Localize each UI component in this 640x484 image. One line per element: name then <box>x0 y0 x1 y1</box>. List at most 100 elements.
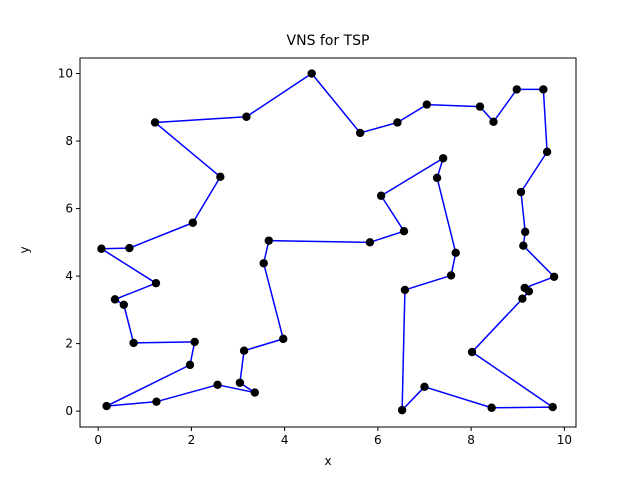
city-point <box>539 85 548 94</box>
tour-segment <box>369 230 405 244</box>
city-point <box>125 243 134 253</box>
city-point <box>213 380 222 389</box>
tour-segment <box>359 121 398 134</box>
chart-title: VNS for TSP <box>286 33 370 49</box>
y-axis-label: y <box>17 246 32 254</box>
city-point <box>475 102 485 111</box>
city-point <box>451 248 460 257</box>
tour-segment <box>471 351 554 408</box>
plot-frame <box>79 57 577 428</box>
tour-segment <box>492 88 518 123</box>
tour-segment <box>217 384 255 394</box>
city-point <box>520 227 530 237</box>
city-point <box>393 118 402 127</box>
city-point <box>489 117 498 127</box>
city-point <box>185 360 195 370</box>
city-point <box>549 272 559 281</box>
tour-segment <box>520 151 548 193</box>
tour-segment <box>101 248 157 284</box>
tour-segment <box>243 338 284 352</box>
y-tick-label: 10 <box>58 67 73 81</box>
tour-segment <box>239 350 245 383</box>
tour-segment <box>522 245 555 278</box>
city-point <box>438 154 448 163</box>
tour-segment <box>123 304 135 344</box>
city-point <box>239 346 249 355</box>
y-tick-label: 6 <box>65 202 73 216</box>
city-point <box>487 403 496 412</box>
tour-segment <box>404 274 452 291</box>
city-point <box>307 69 316 78</box>
city-point <box>150 118 160 127</box>
tour-segment <box>129 222 194 249</box>
city-point <box>151 278 161 288</box>
city-point <box>235 378 245 387</box>
tour-segment <box>426 103 480 108</box>
city-point <box>259 259 268 268</box>
x-tick-label: 4 <box>281 433 289 447</box>
city-point <box>420 382 429 392</box>
city-point <box>397 405 407 415</box>
city-point <box>516 187 526 197</box>
city-point <box>110 295 120 304</box>
city-point <box>446 271 456 280</box>
tour-segment <box>154 121 221 178</box>
tour-segment <box>101 247 130 250</box>
city-point <box>432 173 442 183</box>
city-point <box>524 287 534 296</box>
y-tick-label: 2 <box>65 337 73 351</box>
tour-segment <box>246 72 313 118</box>
tour-segment <box>106 400 157 407</box>
city-point <box>365 238 375 247</box>
x-tick-label: 6 <box>374 433 382 447</box>
city-point <box>190 337 199 347</box>
city-point <box>548 402 557 412</box>
city-point <box>376 191 386 200</box>
y-tick-label: 0 <box>65 404 73 418</box>
x-axis-label: x <box>324 454 332 468</box>
x-tick-label: 0 <box>94 433 102 447</box>
city-point <box>519 241 528 250</box>
tour-segment <box>114 282 157 301</box>
city-point <box>129 338 138 348</box>
city-point <box>355 128 365 138</box>
tour-segment <box>424 386 492 409</box>
city-point <box>422 100 432 109</box>
tour-segment <box>268 239 370 244</box>
city-point <box>542 147 552 157</box>
tour-segment <box>436 177 457 253</box>
city-point <box>467 347 477 357</box>
tour-segment <box>524 276 555 289</box>
y-tick-label: 4 <box>65 269 73 283</box>
tour-segment <box>192 176 221 224</box>
city-point <box>400 285 410 295</box>
city-point <box>102 401 111 411</box>
city-point <box>512 85 521 94</box>
tour-segment <box>520 191 526 232</box>
tour-segment <box>471 298 523 353</box>
tour-segment <box>491 406 553 409</box>
city-point <box>152 397 161 406</box>
city-point <box>279 334 288 344</box>
tour-segment <box>311 73 361 134</box>
city-point <box>216 172 225 182</box>
tour-segment <box>401 386 426 411</box>
tour-segment <box>106 364 191 407</box>
city-point <box>518 294 527 303</box>
city-point <box>119 300 129 309</box>
city-point <box>264 236 273 245</box>
tour-segment <box>133 341 195 344</box>
tour-segment <box>401 289 406 411</box>
city-point <box>188 218 198 227</box>
tour-segment <box>156 384 218 403</box>
tour-segment <box>380 157 444 197</box>
tour-segment <box>542 89 548 152</box>
city-point <box>399 226 409 236</box>
x-tick-label: 10 <box>557 433 572 447</box>
city-point <box>242 112 251 121</box>
city-point <box>250 388 260 397</box>
city-point <box>97 244 106 253</box>
tour-segment <box>380 195 405 232</box>
